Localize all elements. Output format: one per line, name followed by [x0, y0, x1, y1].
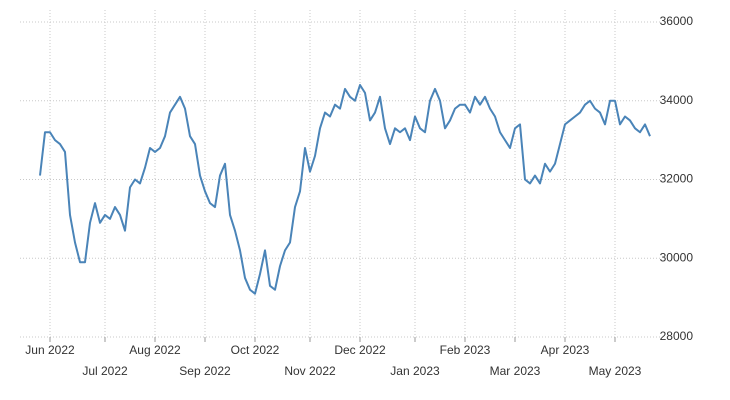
x-tick-label: Dec 2022 — [334, 343, 386, 357]
x-tick-label: Sep 2022 — [179, 364, 231, 378]
y-tick-label: 28000 — [660, 329, 694, 343]
x-tick-label: Jan 2023 — [390, 364, 440, 378]
x-tick-label: Aug 2022 — [129, 343, 181, 357]
x-tick-label: May 2023 — [589, 364, 642, 378]
y-tick-label: 36000 — [660, 14, 694, 28]
x-tick-label: Feb 2023 — [440, 343, 491, 357]
x-tick-label: Oct 2022 — [231, 343, 280, 357]
y-tick-label: 34000 — [660, 93, 694, 107]
line-series — [39, 84, 651, 295]
x-tick-label: Jul 2022 — [82, 364, 128, 378]
y-tick-label: 30000 — [660, 250, 694, 264]
y-tick-label: 32000 — [660, 172, 694, 186]
x-tick-label: Apr 2023 — [541, 343, 590, 357]
x-tick-label: Mar 2023 — [490, 364, 541, 378]
x-tick-label: Jun 2022 — [25, 343, 75, 357]
x-tick-label: Nov 2022 — [284, 364, 336, 378]
